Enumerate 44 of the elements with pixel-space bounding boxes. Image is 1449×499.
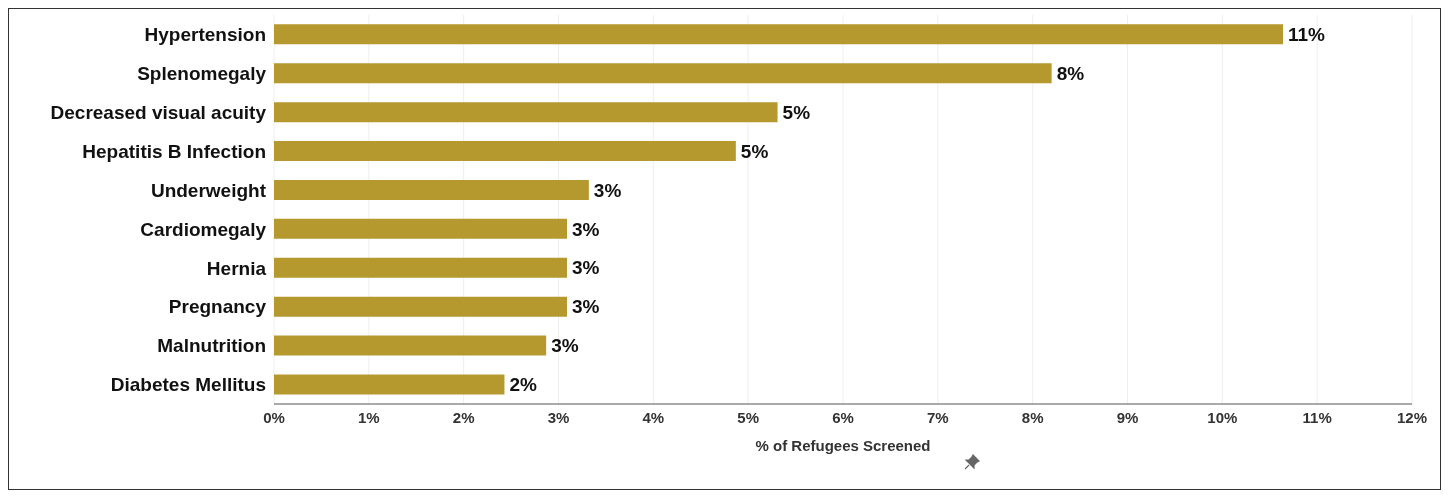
x-tick-label: 4%	[642, 408, 665, 426]
x-tick-label: 5%	[737, 408, 760, 426]
bar	[274, 335, 547, 356]
y-tick-label: Hernia	[206, 257, 267, 279]
y-tick-label: Hepatitis B Infection	[82, 140, 266, 162]
x-tick-label: 1%	[357, 408, 380, 426]
x-tick-label: 8%	[1021, 408, 1044, 426]
bar	[274, 218, 568, 239]
x-tick-label: 0%	[263, 408, 285, 426]
bar	[274, 141, 736, 162]
x-tick-label: 7%	[926, 408, 949, 426]
y-tick-label: Hypertension	[144, 24, 266, 46]
data-label: 3%	[572, 257, 600, 279]
x-tick-label: 3%	[547, 408, 570, 426]
data-label: 2%	[509, 374, 538, 396]
y-tick-label: Cardiomegaly	[140, 218, 267, 240]
y-tick-label: Splenomegaly	[137, 63, 267, 85]
data-label: 3%	[593, 179, 622, 201]
y-tick-label: Pregnancy	[168, 296, 267, 318]
y-tick-label: Malnutrition	[157, 335, 266, 357]
x-tick-label: 6%	[832, 408, 854, 426]
bar	[274, 257, 568, 278]
y-tick-label: Decreased visual acuity	[50, 102, 267, 123]
y-tick-label: Diabetes Mellitus	[110, 374, 266, 396]
data-label: 11%	[1288, 24, 1326, 46]
data-label: 3%	[551, 335, 579, 357]
bar	[274, 296, 568, 317]
x-tick-label: 11%	[1302, 408, 1332, 426]
bar	[274, 102, 778, 123]
data-label: 3%	[572, 218, 600, 240]
x-axis-title: % of Refugees Screened	[755, 437, 931, 454]
bar	[274, 179, 589, 200]
bar	[274, 24, 1284, 45]
y-tick-label: Underweight	[150, 179, 267, 201]
x-tick-label: 12%	[1396, 408, 1428, 426]
x-tick-label: 9%	[1116, 408, 1139, 426]
x-tick-label: 10%	[1207, 408, 1238, 426]
data-label: 3%	[572, 296, 600, 318]
data-label: 5%	[740, 140, 769, 162]
bar	[274, 374, 505, 395]
x-tick-label: 2%	[452, 408, 475, 426]
data-label: 5%	[782, 101, 811, 123]
bar	[274, 63, 1052, 84]
data-label: 8%	[1056, 62, 1085, 84]
